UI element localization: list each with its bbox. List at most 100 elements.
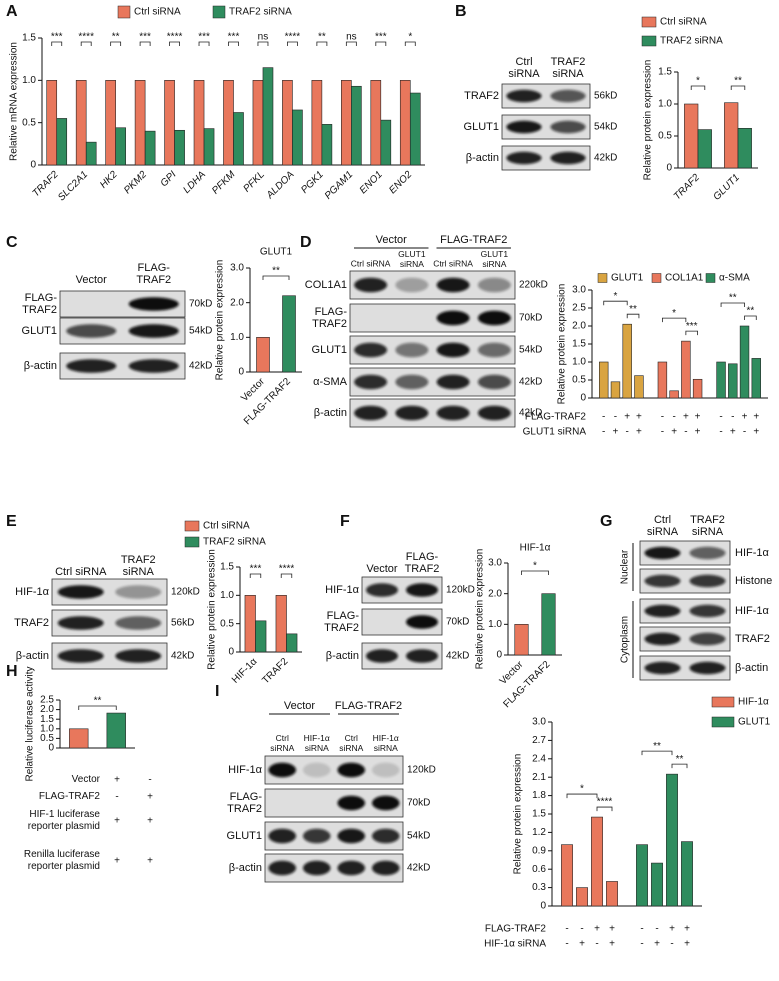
bar xyxy=(634,375,644,399)
lane-label: Ctrl siRNA xyxy=(350,258,391,269)
y-tick-label: 0 xyxy=(48,743,54,754)
bar xyxy=(174,129,185,166)
y-tick-label: 1.0 xyxy=(658,99,672,110)
bar xyxy=(351,85,362,166)
blot-band xyxy=(354,277,388,293)
blot-band xyxy=(268,860,297,876)
significance-bracket xyxy=(228,41,239,46)
condition-sign: + xyxy=(636,427,642,438)
significance-label: * xyxy=(696,76,700,87)
bar xyxy=(134,80,146,166)
molecular-weight: 54kD xyxy=(594,122,617,133)
significance-bracket xyxy=(662,317,687,323)
blot-band xyxy=(406,583,438,597)
condition-sign: - xyxy=(719,427,722,438)
x-tick-label: HK2 xyxy=(98,169,120,191)
blot-band xyxy=(268,762,297,778)
bar xyxy=(144,130,156,166)
blot-band xyxy=(371,795,400,811)
lane-label: GLUT1 siRNA xyxy=(398,249,426,269)
x-tick-label: PGK1 xyxy=(299,169,326,196)
condition-sign: - xyxy=(602,427,605,438)
x-tick-label: PFKL xyxy=(241,169,266,194)
significance-bracket xyxy=(198,41,210,46)
condition-sign: + xyxy=(609,924,615,935)
y-tick-label: 3.0 xyxy=(532,717,546,728)
blot-band xyxy=(302,860,331,876)
bar xyxy=(69,728,89,749)
bar xyxy=(85,141,97,166)
condition-sign: - xyxy=(661,427,664,438)
blot-band xyxy=(395,277,429,293)
blot-band xyxy=(644,661,681,675)
significance-label: **** xyxy=(285,32,301,43)
y-tick-label: 2.5 xyxy=(572,303,586,314)
row-label: TRAF2 xyxy=(14,617,49,629)
legend-swatch xyxy=(641,35,657,47)
blot-band xyxy=(689,574,726,588)
blot-band xyxy=(550,120,586,134)
condition-label: FLAG-TRAF2 xyxy=(525,412,587,423)
legend-label: COL1A1 xyxy=(665,273,704,284)
y-tick-label: 1.0 xyxy=(40,723,54,734)
molecular-weight: 54kD xyxy=(407,831,430,842)
significance-bracket xyxy=(262,275,290,280)
blot-band xyxy=(436,374,470,390)
bar xyxy=(737,128,752,169)
significance-label: *** xyxy=(375,32,387,43)
molecular-weight: 70kD xyxy=(189,299,212,310)
blot-band xyxy=(436,310,470,326)
y-tick-label: 2.0 xyxy=(488,588,502,599)
bar xyxy=(292,109,303,166)
row-label: β-actin xyxy=(228,862,262,874)
bar xyxy=(606,881,618,907)
condition-sign: - xyxy=(148,775,151,786)
y-tick-label: 0 xyxy=(30,160,36,171)
bar xyxy=(311,80,323,166)
x-tick-label: GLUT1 xyxy=(711,172,742,203)
row-label: Histone xyxy=(735,575,773,587)
panel-label: A xyxy=(6,3,18,20)
legend-swatch xyxy=(705,273,716,283)
significance-label: *** xyxy=(51,32,63,43)
y-tick-label: 0 xyxy=(540,901,546,912)
molecular-weight: 42kD xyxy=(407,863,430,874)
condition-sign: + xyxy=(695,427,701,438)
y-axis-title: Relative luciferase activity xyxy=(25,666,36,781)
significance-label: ** xyxy=(734,76,742,87)
blot-band xyxy=(395,405,429,421)
blot-band xyxy=(477,277,511,293)
significance-bracket xyxy=(51,41,63,46)
row-label: FLAG-TRAF2 xyxy=(312,306,347,330)
lane-group-label: FLAG-TRAF2 xyxy=(334,700,403,712)
significance-label: * xyxy=(580,784,584,795)
condition-sign: + xyxy=(579,939,585,950)
blot-band xyxy=(644,632,681,646)
row-label: β-actin xyxy=(15,650,49,662)
significance-label: * xyxy=(672,308,676,319)
blot-band xyxy=(689,546,726,560)
significance-bracket xyxy=(257,41,269,46)
legend-swatch xyxy=(651,273,662,283)
condition-sign: - xyxy=(115,792,118,803)
legend-label: α-SMA xyxy=(719,273,750,284)
bar xyxy=(751,358,761,399)
y-axis-title: Relative protein expression xyxy=(513,754,524,875)
x-tick-label: SLC2A1 xyxy=(56,169,90,203)
blot-band xyxy=(268,828,297,844)
lane-label: Ctrl siRNA xyxy=(646,514,679,538)
molecular-weight: 54kD xyxy=(189,326,212,337)
x-tick-label: PKM2 xyxy=(122,169,149,196)
blot-band xyxy=(337,860,366,876)
condition-sign: + xyxy=(654,939,660,950)
condition-label: HIF-1 luciferase reporter plasmid xyxy=(27,809,100,832)
bar xyxy=(370,80,382,166)
condition-sign: - xyxy=(684,427,687,438)
blot-band xyxy=(366,583,398,597)
significance-bracket xyxy=(110,41,122,46)
condition-sign: + xyxy=(147,792,153,803)
blot-band xyxy=(689,604,726,618)
x-tick-label: PFKM xyxy=(210,169,238,197)
significance-label: ** xyxy=(629,304,637,315)
condition-sign: - xyxy=(743,427,746,438)
